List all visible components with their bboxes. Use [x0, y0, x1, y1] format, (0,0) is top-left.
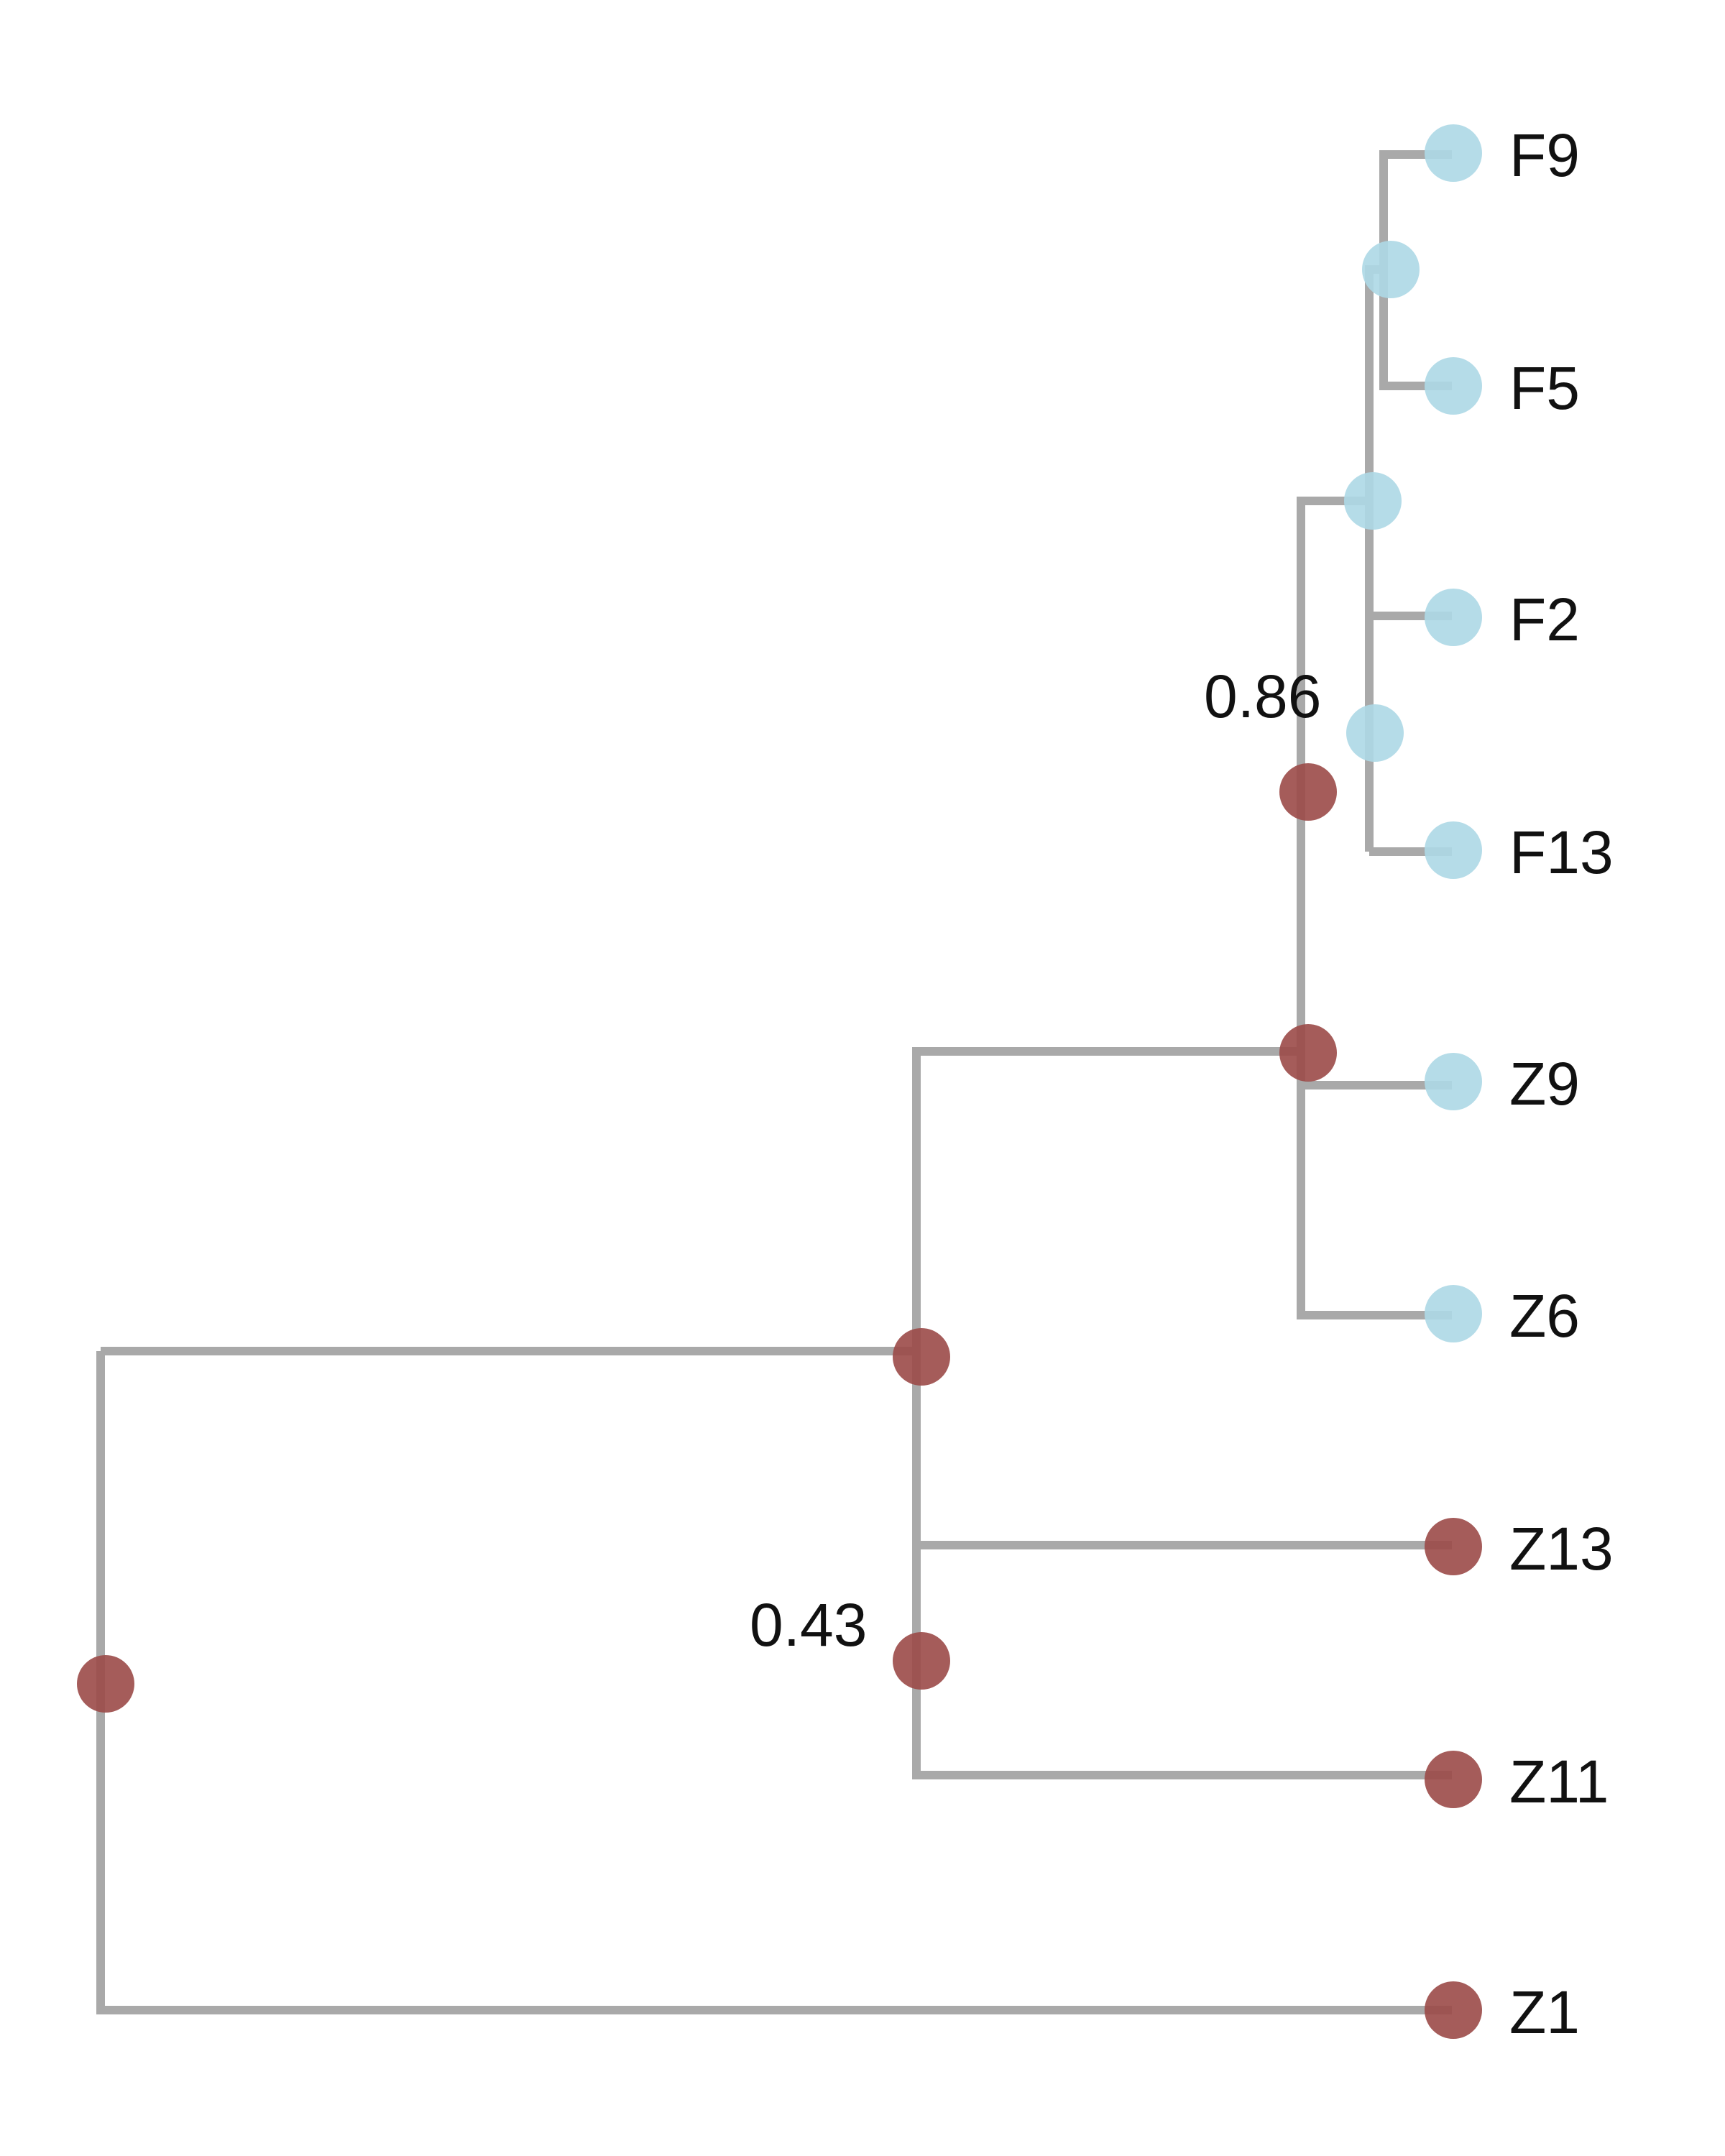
branch-upper-clade-to-z6 [1297, 1085, 1452, 1319]
internal-node-root [77, 1655, 134, 1713]
tip-label-z6: Z6 [1509, 1282, 1580, 1350]
tip-label-f2: F2 [1509, 586, 1580, 653]
branch-inner-to-upper-clade [912, 1047, 1301, 1351]
support-label-086: 0.86 [1204, 663, 1322, 730]
internal-node-upper-clade [1279, 1024, 1337, 1082]
tip-node-z13 [1425, 1518, 1482, 1575]
internal-node-f2-f13 [1346, 704, 1404, 762]
tip-label-f9: F9 [1509, 121, 1580, 189]
tip-label-f13: F13 [1509, 819, 1614, 886]
internal-node-043 [893, 1632, 950, 1690]
tip-node-z9 [1425, 1053, 1482, 1110]
internal-node-inner [893, 1328, 950, 1386]
tip-node-f9 [1425, 124, 1482, 182]
internal-node-f-clade [1344, 472, 1402, 530]
internal-node-f9-f5 [1362, 241, 1420, 298]
internal-node-086 [1279, 763, 1337, 821]
branch-inner-to-z11 [912, 1545, 1452, 1779]
support-label-043: 0.43 [750, 1591, 868, 1659]
tip-label-z11: Z11 [1509, 1748, 1609, 1815]
tree-nodes [77, 124, 1482, 2039]
tip-label-z9: Z9 [1509, 1050, 1580, 1118]
tip-node-f2 [1425, 589, 1482, 646]
tip-node-z11 [1425, 1751, 1482, 1808]
tip-label-f5: F5 [1509, 354, 1580, 422]
tree-branches [96, 150, 1452, 2014]
tip-node-f5 [1425, 357, 1482, 415]
branch-root-to-z1 [96, 1351, 1452, 2014]
tip-node-z1 [1425, 1981, 1482, 2039]
tip-labels: F9 F5 F2 F13 Z9 Z6 Z13 Z11 Z1 [1509, 121, 1614, 2046]
tip-label-z13: Z13 [1509, 1515, 1614, 1583]
tip-label-z1: Z1 [1509, 1978, 1580, 2046]
tip-node-z6 [1425, 1285, 1482, 1342]
tip-node-f13 [1425, 821, 1482, 879]
support-labels: 0.86 0.43 [750, 663, 1322, 1659]
branch-inner-to-z13 [912, 1351, 1452, 1549]
